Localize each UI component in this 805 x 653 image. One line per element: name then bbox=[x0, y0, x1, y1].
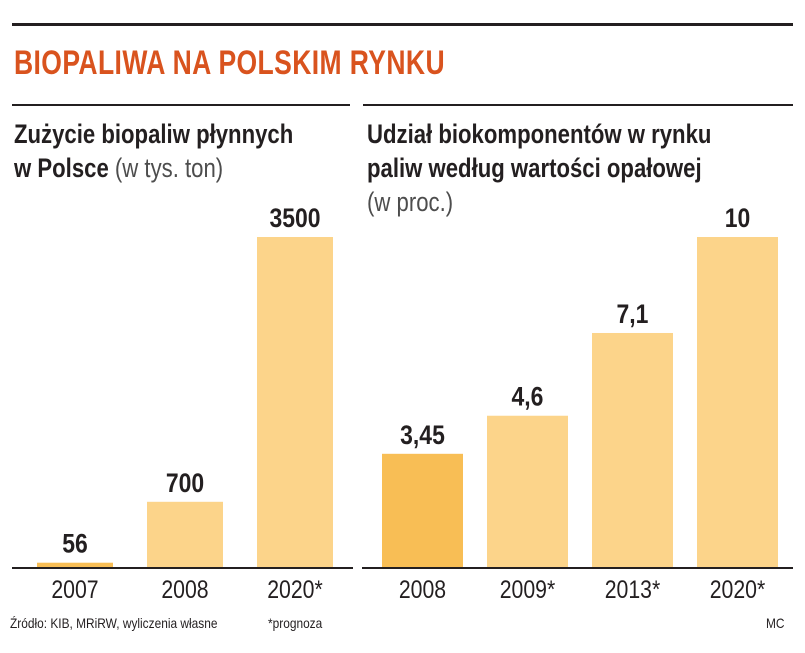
usage-bar-2 bbox=[257, 237, 333, 568]
usage-bar-0 bbox=[37, 562, 113, 568]
right-chart-title: Udział biokomponentów w rynku paliw wedł… bbox=[367, 117, 711, 219]
share-bar-1 bbox=[487, 415, 568, 568]
share-value-label-2: 7,1 bbox=[617, 299, 649, 329]
left-chart-unit: (w tys. ton) bbox=[114, 153, 224, 183]
usage-value-label-2: 3500 bbox=[269, 203, 320, 233]
usage-value-label-1: 700 bbox=[166, 468, 204, 498]
right-title-rule bbox=[363, 104, 793, 106]
source-text: Źródło: KIB, MRiRW, wyliczenia własne bbox=[10, 615, 218, 631]
share-value-label-3: 10 bbox=[725, 203, 751, 233]
share-value-label-0: 3,45 bbox=[400, 420, 445, 450]
left-chart-title-line1: Zużycie biopaliw płynnych bbox=[14, 119, 294, 149]
top-rule bbox=[12, 23, 793, 26]
share-bar-2 bbox=[592, 332, 673, 568]
usage-category-label-2: 2020* bbox=[267, 575, 323, 603]
share-value-label-1: 4,6 bbox=[512, 382, 544, 412]
usage-value-label-0: 56 bbox=[62, 529, 88, 559]
usage-category-label-0: 2007 bbox=[51, 575, 98, 603]
left-title-rule bbox=[12, 104, 350, 106]
right-chart-title-line2: paliw według wartości opałowej bbox=[367, 153, 702, 183]
share-category-label-0: 2008 bbox=[399, 575, 446, 603]
share-category-label-3: 2020* bbox=[710, 575, 766, 603]
share-bar-3 bbox=[697, 237, 778, 568]
right-chart-title-line1: Udział biokomponentów w rynku bbox=[367, 119, 712, 149]
main-title: BIOPALIWA NA POLSKIM RYNKU bbox=[14, 44, 446, 82]
left-chart-title-line2: w Polsce bbox=[14, 153, 109, 183]
forecast-note: *prognoza bbox=[268, 615, 323, 631]
author-credit: MC bbox=[766, 615, 785, 631]
usage-bar-1 bbox=[147, 501, 223, 568]
right-chart-unit: (w proc.) bbox=[367, 187, 454, 217]
share-category-label-2: 2013* bbox=[605, 575, 661, 603]
usage-category-label-1: 2008 bbox=[161, 575, 208, 603]
share-category-label-1: 2009* bbox=[500, 575, 556, 603]
left-chart-title: Zużycie biopaliw płynnych w Polsce (w ty… bbox=[14, 117, 293, 185]
share-bar-0 bbox=[382, 453, 463, 568]
